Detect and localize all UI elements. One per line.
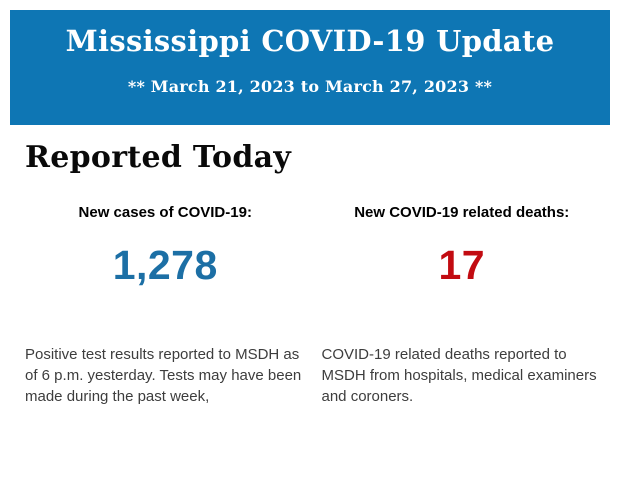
page-title: Mississippi COVID-19 Update bbox=[65, 24, 555, 58]
section-heading-reported-today: Reported Today bbox=[25, 140, 292, 175]
new-deaths-label: New COVID-19 related deaths: bbox=[354, 204, 570, 221]
date-range-subtitle: ** March 21, 2023 to March 27, 2023 ** bbox=[127, 77, 493, 97]
new-deaths-value: 17 bbox=[438, 242, 486, 288]
new-cases-label: New cases of COVID-19: bbox=[78, 204, 252, 221]
new-deaths-description: COVID-19 related deaths reported to MSDH… bbox=[321, 346, 597, 406]
stat-column-new-cases: New cases of COVID-19: 1,278 Positive te… bbox=[25, 204, 306, 407]
stats-columns: New cases of COVID-19: 1,278 Positive te… bbox=[25, 204, 602, 407]
header-banner: Mississippi COVID-19 Update ** March 21,… bbox=[10, 10, 610, 125]
new-cases-description: Positive test results reported to MSDH a… bbox=[25, 346, 302, 406]
new-cases-value: 1,278 bbox=[112, 242, 218, 288]
stat-column-new-deaths: New COVID-19 related deaths: 17 COVID-19… bbox=[322, 204, 603, 407]
